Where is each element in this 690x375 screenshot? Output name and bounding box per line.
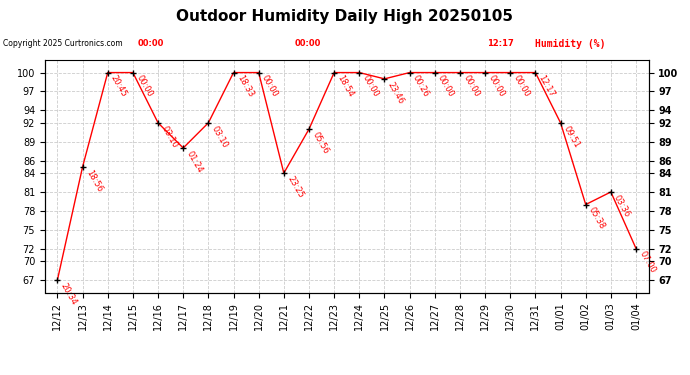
Text: 00:00: 00:00 [511,74,531,99]
Text: 03:10: 03:10 [159,124,179,149]
Text: 18:56: 18:56 [84,168,103,194]
Text: 00:00: 00:00 [295,39,321,48]
Text: 00:00: 00:00 [462,74,481,99]
Text: 05:38: 05:38 [587,206,607,231]
Text: 00:00: 00:00 [361,74,380,99]
Text: 00:00: 00:00 [135,74,154,99]
Text: Copyright 2025 Curtronics.com: Copyright 2025 Curtronics.com [3,39,123,48]
Text: 01:24: 01:24 [185,149,204,174]
Text: 20:34: 20:34 [59,281,79,306]
Text: 00:00: 00:00 [260,74,279,99]
Text: 20:45: 20:45 [109,74,129,99]
Text: 03:36: 03:36 [612,194,632,219]
Text: 00:00: 00:00 [137,39,164,48]
Text: 18:54: 18:54 [335,74,355,99]
Text: 12:17: 12:17 [487,39,514,48]
Text: Humidity (%): Humidity (%) [535,39,605,50]
Text: Outdoor Humidity Daily High 20250105: Outdoor Humidity Daily High 20250105 [177,9,513,24]
Text: 12:17: 12:17 [537,74,557,99]
Text: 23:46: 23:46 [386,80,406,105]
Text: 07:00: 07:00 [638,250,657,275]
Text: 00:00: 00:00 [486,74,506,99]
Text: 05:56: 05:56 [310,130,330,156]
Text: 18:33: 18:33 [235,74,255,99]
Text: 00:26: 00:26 [411,74,431,99]
Text: 09:51: 09:51 [562,124,582,149]
Text: 23:25: 23:25 [285,174,305,200]
Text: 00:00: 00:00 [436,74,456,99]
Text: 03:10: 03:10 [210,124,230,149]
